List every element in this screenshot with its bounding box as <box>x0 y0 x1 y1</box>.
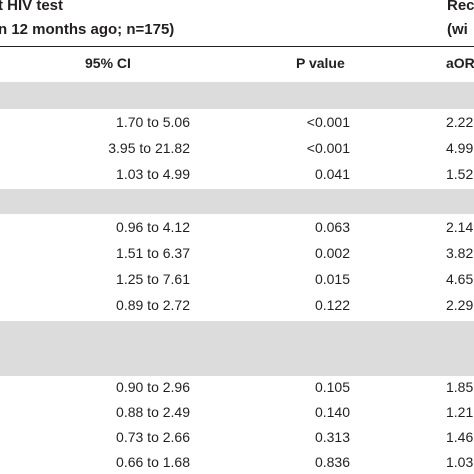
section-band-1 <box>0 82 474 109</box>
p-value-cell: 0.041 <box>314 166 350 182</box>
aor-cell: 1.52 <box>446 166 474 182</box>
column-header-p: P value <box>296 55 345 71</box>
group-header-right-line1: Rec <box>447 0 474 14</box>
header-rule <box>0 46 474 47</box>
aor-cell: 4.99 <box>446 140 474 156</box>
p-value-cell: 0.063 <box>314 219 350 235</box>
p-value-cell: <0.001 <box>306 114 350 130</box>
ci-cell: 0.90 to 2.96 <box>116 379 190 395</box>
p-value-cell: 0.140 <box>314 404 350 420</box>
aor-cell: 2.14 <box>446 219 474 235</box>
p-value-cell: 0.015 <box>314 271 350 287</box>
group-header-left-line2: n 12 months ago; n=175) <box>0 21 175 38</box>
aor-cell: 1.21 <box>446 404 474 420</box>
ci-cell: 1.25 to 7.61 <box>116 271 190 287</box>
ci-cell: 1.51 to 6.37 <box>116 245 190 261</box>
p-value-cell: 0.002 <box>314 245 350 261</box>
aor-cell: 4.65 <box>446 271 474 287</box>
p-value-cell: 0.122 <box>314 297 350 313</box>
aor-cell: 1.03 <box>446 454 474 470</box>
ci-cell: 3.95 to 21.82 <box>108 140 190 156</box>
p-value-cell: <0.001 <box>306 140 350 156</box>
ci-cell: 0.73 to 2.66 <box>116 429 190 445</box>
aor-cell: 1.46 <box>446 429 474 445</box>
column-header-aor: aOR <box>446 55 474 71</box>
section-band-3 <box>0 321 474 376</box>
ci-cell: 0.88 to 2.49 <box>116 404 190 420</box>
section-band-2 <box>0 189 474 214</box>
aor-cell: 1.85 <box>446 379 474 395</box>
ci-cell: 0.66 to 1.68 <box>116 454 190 470</box>
group-header-right-line2: (wi <box>447 21 468 38</box>
aor-cell: 3.82 <box>446 245 474 261</box>
aor-cell: 2.22 <box>446 114 474 130</box>
group-header-left-line1: t HIV test <box>0 0 64 14</box>
ci-cell: 1.03 to 4.99 <box>116 166 190 182</box>
ci-cell: 0.89 to 2.72 <box>116 297 190 313</box>
ci-cell: 0.96 to 4.12 <box>116 219 190 235</box>
column-header-ci: 95% CI <box>85 55 131 71</box>
p-value-cell: 0.105 <box>314 379 350 395</box>
p-value-cell: 0.836 <box>314 454 350 470</box>
p-value-cell: 0.313 <box>314 429 350 445</box>
ci-cell: 1.70 to 5.06 <box>116 114 190 130</box>
aor-cell: 2.29 <box>446 297 474 313</box>
